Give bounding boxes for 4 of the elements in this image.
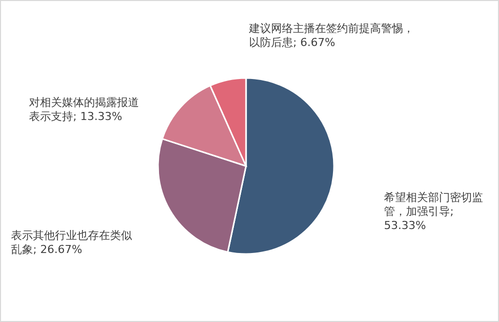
slice-label: 对相关媒体的揭露报道表示支持; 13.33%: [29, 96, 140, 124]
slice-label: 建议网络主播在签约前提高警惕，以防后患; 6.67%: [249, 22, 414, 50]
slice-label: 表示其他行业也存在类似乱象; 26.67%: [11, 229, 133, 257]
slice-label: 希望相关部门密切监管，加强引导; 53.33%: [384, 191, 484, 233]
